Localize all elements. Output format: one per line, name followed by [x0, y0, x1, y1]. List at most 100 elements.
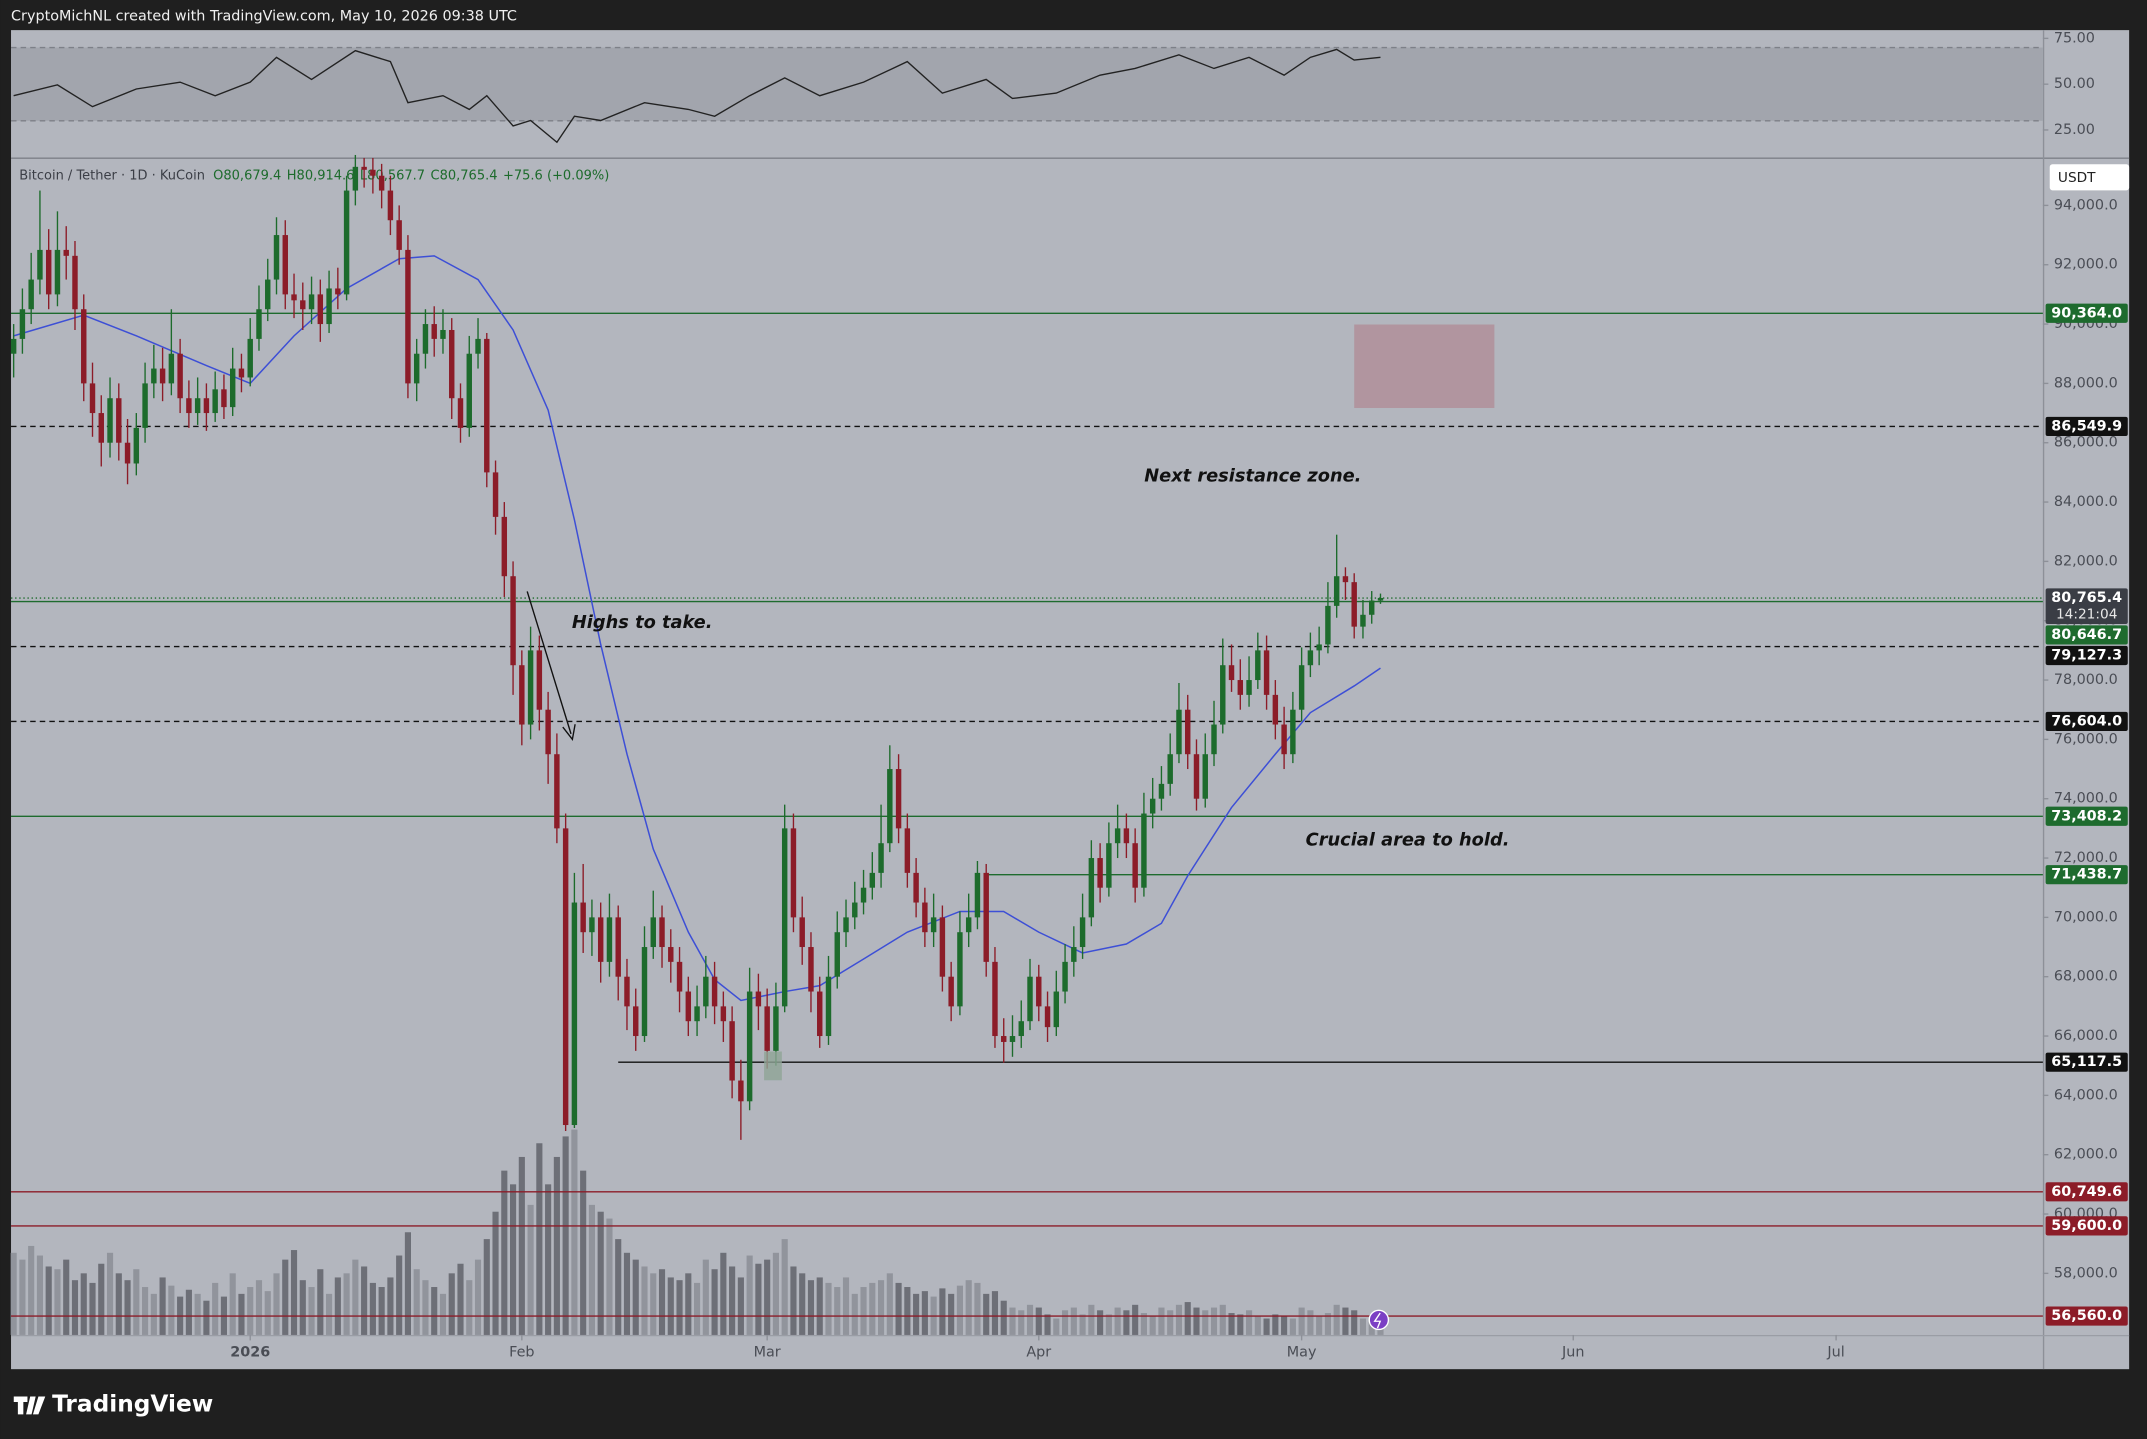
- candle-body: [650, 917, 656, 948]
- volume-bar: [1140, 1313, 1147, 1335]
- currency-box[interactable]: [2049, 164, 2130, 191]
- volume-bar: [737, 1277, 744, 1335]
- candle-body: [1307, 650, 1314, 666]
- volume-bar: [1158, 1307, 1165, 1335]
- candle-body: [510, 576, 516, 666]
- volume-bar: [28, 1245, 35, 1335]
- legend-change: +75.6 (+0.09%): [503, 168, 609, 183]
- volume-bar: [448, 1273, 455, 1335]
- candle-body: [300, 300, 306, 310]
- volume-bar: [571, 1129, 578, 1335]
- candle-body: [817, 991, 823, 1037]
- candle-body: [1255, 650, 1261, 681]
- candle-body: [1027, 976, 1033, 1022]
- volume-bar: [1254, 1315, 1261, 1335]
- candle-body: [396, 220, 402, 250]
- legend-close: C80,765.4: [431, 168, 498, 183]
- candle-body: [449, 329, 455, 399]
- candle-body: [1316, 644, 1322, 651]
- y-tick-label: 72,000.0: [2054, 850, 2118, 866]
- candle-body: [89, 383, 96, 414]
- volume-bar: [474, 1259, 482, 1335]
- volume-bar: [588, 1204, 595, 1335]
- candle-body: [1193, 754, 1200, 799]
- volume-bar: [308, 1287, 315, 1335]
- candle-body: [168, 353, 175, 384]
- volume-bar: [807, 1280, 815, 1335]
- volume-bar: [1000, 1300, 1007, 1335]
- candle-body: [422, 324, 429, 354]
- volume-bar: [658, 1269, 666, 1335]
- candle-body: [790, 828, 797, 918]
- volume-bar: [352, 1259, 359, 1335]
- candle-body: [1369, 600, 1375, 615]
- candle-body: [738, 1080, 744, 1102]
- volume-bar: [1219, 1304, 1226, 1335]
- candle-body: [273, 235, 280, 280]
- volume-bar: [1324, 1313, 1331, 1335]
- volume-bar: [404, 1232, 411, 1335]
- rsi-tick-label: 50.00: [2054, 76, 2095, 92]
- legend-open: O80,679.4: [213, 168, 281, 183]
- candle-body: [615, 917, 621, 977]
- volume-bar: [983, 1293, 990, 1335]
- volume-bar: [290, 1250, 298, 1335]
- volume-bar: [1342, 1307, 1349, 1335]
- volume-bar: [150, 1293, 157, 1335]
- volume-bar: [1316, 1315, 1323, 1335]
- candle-body: [1360, 614, 1366, 627]
- event-icon[interactable]: [1368, 1309, 1390, 1331]
- volume-bar: [273, 1273, 280, 1335]
- volume-bar: [168, 1285, 175, 1335]
- volume-bar: [913, 1293, 920, 1335]
- x-tick-label: Jun: [1561, 1345, 1584, 1361]
- volume-bar: [939, 1288, 946, 1335]
- candle-body: [1281, 724, 1287, 755]
- volume-bar: [1228, 1313, 1235, 1335]
- candle-body: [746, 991, 753, 1102]
- volume-bar: [1202, 1310, 1209, 1335]
- volume-bar: [518, 1156, 525, 1335]
- volume-bar: [895, 1282, 902, 1335]
- candle-body: [124, 442, 131, 464]
- volume-bar: [1061, 1310, 1069, 1335]
- annotation: Next resistance zone.: [1144, 465, 1361, 486]
- candle-body: [1088, 858, 1095, 918]
- candle-body: [28, 279, 34, 310]
- volume-bar: [965, 1280, 972, 1335]
- volume-bar: [1097, 1310, 1104, 1335]
- candle-body: [361, 166, 367, 170]
- candle-body: [1211, 724, 1217, 755]
- candle-body: [641, 947, 648, 1037]
- candle-body: [317, 294, 324, 325]
- volume-bar: [238, 1293, 245, 1335]
- highlight: [764, 1051, 782, 1081]
- candle-body: [860, 887, 867, 903]
- level-label: 73,408.2: [2051, 808, 2122, 824]
- volume-bar: [1035, 1307, 1042, 1335]
- candle-body: [1176, 709, 1182, 755]
- candle-body: [238, 368, 245, 378]
- level-label: 56,560.0: [2051, 1308, 2122, 1324]
- candle-body: [229, 368, 236, 408]
- candle-body: [1185, 709, 1191, 755]
- volume-bar: [431, 1287, 438, 1335]
- volume-bar: [1114, 1307, 1121, 1335]
- volume-bar: [1263, 1318, 1270, 1335]
- rsi-tick-label: 75.00: [2054, 30, 2095, 46]
- candle-body: [895, 769, 902, 829]
- annotation: Highs to take.: [572, 612, 713, 633]
- y-tick-label: 58,000.0: [2054, 1265, 2118, 1281]
- candle-body: [781, 828, 788, 1007]
- volume-bar: [1237, 1314, 1244, 1335]
- candle-body: [1237, 680, 1244, 695]
- candle-body: [825, 976, 832, 1037]
- volume-bar: [904, 1287, 911, 1335]
- candle-body: [694, 1006, 700, 1022]
- candle-body: [755, 991, 762, 1007]
- candle-body: [527, 650, 534, 725]
- x-tick-label: Jul: [1826, 1345, 1844, 1361]
- candle-body: [1351, 582, 1357, 627]
- y-tick-label: 94,000.0: [2054, 197, 2118, 213]
- candle-body: [159, 368, 166, 384]
